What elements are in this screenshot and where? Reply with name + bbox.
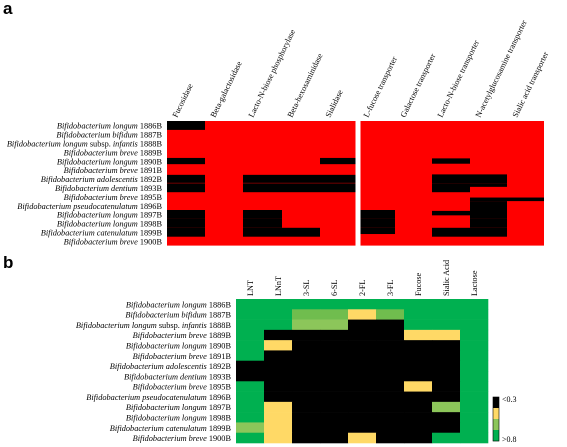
heatmap-a-row-label: Bifidobacterium breve 1891B <box>64 166 163 175</box>
heatmap-a-column-label: L-fucose transporter <box>362 55 399 119</box>
heatmap-a-absent-cell <box>470 183 507 187</box>
heatmap-a-row-label: Bifidobacterium bifidum 1887B <box>56 131 162 140</box>
heatmap-a-absent-cell <box>243 218 282 228</box>
heatmap-a-row-label: Bifidobacterium breve 1900B <box>64 237 163 246</box>
heatmap-a-row-label: Bifidobacterium longum 1898B <box>57 220 163 229</box>
heatmap-a-absent-cell <box>167 210 205 219</box>
heatmap-a-absent-cell <box>167 218 205 228</box>
heatmap-a-row-label: Bifidobacterium pseudocatenulatum 1896B <box>17 202 162 211</box>
panel-b-letter: b <box>3 253 14 272</box>
heatmap-a-group-divider <box>355 119 361 248</box>
heatmap-a-row-label: Bifidobacterium dentium 1893B <box>55 184 162 193</box>
heatmap-a-column-label: Beta-hexosaminidase <box>286 52 325 119</box>
heatmap-a-absent-cell <box>243 227 320 237</box>
heatmap-a-absent-cell <box>432 210 470 216</box>
heatmap-a-column-label: Fucosidase <box>171 82 195 119</box>
heatmap-a-absent-cell <box>167 183 205 193</box>
heatmap-a-absent-cell <box>470 201 507 210</box>
heatmap-a-absent-cell <box>432 174 507 184</box>
heatmap-a-column-label: Sialic acid transporter <box>511 50 551 119</box>
panel-a-letter: a <box>3 0 13 18</box>
heatmap-a-row-label: Bifidobacterium longum subsp. infantis 1… <box>7 139 163 148</box>
heatmap-a-absent-cell <box>358 227 395 235</box>
heatmap-a-row-label: Bifidobacterium longum 1886B <box>57 122 163 131</box>
heatmap-a-row-label: Bifidobacterium catenulatum 1899B <box>41 228 163 237</box>
heatmap-a-absent-cell <box>358 210 395 219</box>
heatmap-a-absent-cell <box>243 174 358 183</box>
heatmap-a-absent-cell <box>470 218 507 228</box>
heatmap-a-row-label: Bifidobacterium longum 1890B <box>57 157 163 166</box>
heatmap-a-column-label: Lacto-N-biose transporter <box>436 38 481 118</box>
heatmap-a-absent-cell <box>470 197 544 202</box>
heatmap-a-row-label: Bifidobacterium longum 1897B <box>57 211 163 220</box>
heatmap-a-absent-cell <box>243 210 282 219</box>
heatmap-a-column-label: Sialidase <box>324 88 345 119</box>
heatmap-a-absent-cell <box>167 157 205 165</box>
heatmap-a-absent-cell <box>432 227 507 237</box>
heatmap-a-absent-cell <box>432 158 470 164</box>
heatmap-a-absent-cell <box>432 183 470 193</box>
heatmap-a-absent-cell <box>358 218 395 228</box>
heatmap-a-row-label: Bifidobacterium breve 1895B <box>64 193 163 202</box>
heatmap-a-absent-cell <box>320 157 358 165</box>
heatmap-a-row-label: Bifidobacterium breve 1889B <box>64 148 163 157</box>
heatmap-a-absent-cell <box>243 183 358 193</box>
heatmap-a-column-label: Beta-galactosidase <box>209 59 244 118</box>
heatmap-a-row-label: Bifidobacterium adolescentis 1892B <box>41 175 163 184</box>
heatmap-a-column-label: Galactose transporter <box>399 52 438 119</box>
heatmap-a-absent-cell <box>167 174 205 183</box>
heatmap-a-absent-cell <box>470 210 507 219</box>
heatmap-a-absent-cell <box>167 121 205 130</box>
heatmap-a-absent-cell <box>167 227 205 237</box>
